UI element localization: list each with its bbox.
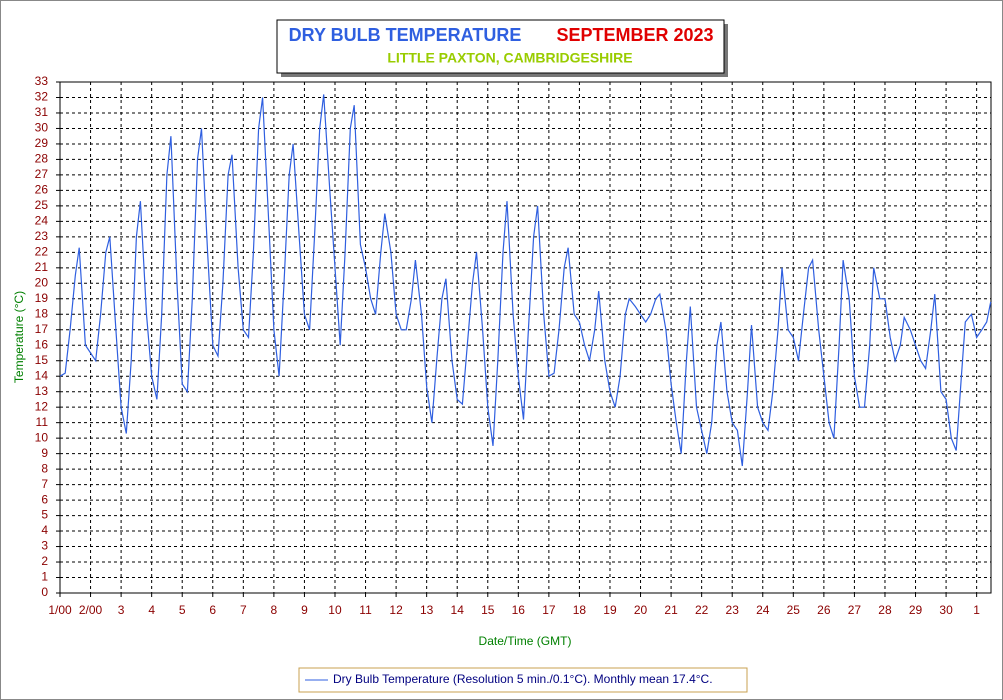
y-tick-label: 7: [41, 477, 48, 491]
y-tick-label: 13: [35, 384, 49, 398]
y-tick-label: 4: [41, 523, 48, 537]
x-tick-label: 13: [420, 603, 434, 617]
y-tick-label: 28: [35, 152, 49, 166]
temperature-line: [59, 94, 992, 467]
x-tick-label: 27: [848, 603, 862, 617]
x-tick-label: 26: [817, 603, 831, 617]
x-tick-label: 9: [301, 603, 308, 617]
y-tick-label: 2: [41, 554, 48, 568]
x-tick-label: 25: [787, 603, 801, 617]
y-tick-label: 18: [35, 306, 49, 320]
x-tick-label: 10: [328, 603, 342, 617]
y-tick-label: 19: [35, 291, 49, 305]
x-tick-label: 4: [148, 603, 155, 617]
y-tick-label: 0: [41, 585, 48, 599]
y-axis-label: Temperature (°C): [12, 291, 26, 383]
legend-box: [298, 667, 748, 693]
y-tick-label: 17: [35, 322, 49, 336]
y-tick-label: 32: [35, 90, 49, 104]
x-tick-label: 29: [909, 603, 923, 617]
y-tick-label: 24: [35, 214, 49, 228]
x-tick-label: 1: [973, 603, 980, 617]
y-tick-label: 29: [35, 136, 49, 150]
y-tick-label: 33: [35, 74, 49, 88]
y-tick-label: 9: [41, 446, 48, 460]
x-tick-label: 17: [542, 603, 556, 617]
y-tick-label: 31: [35, 105, 49, 119]
y-tick-label: 20: [35, 275, 49, 289]
legend-label: Dry Bulb Temperature (Resolution 5 min./…: [333, 672, 713, 686]
x-tick-label: 22: [695, 603, 709, 617]
y-tick-label: 1: [41, 570, 48, 584]
y-tick-label: 6: [41, 492, 48, 506]
y-tick-label: 12: [35, 399, 49, 413]
y-tick-label: 14: [35, 368, 49, 382]
y-tick-label: 23: [35, 229, 49, 243]
y-tick-label: 15: [35, 353, 49, 367]
x-tick-label: 6: [209, 603, 216, 617]
x-tick-label: 1/00: [48, 603, 72, 617]
x-tick-label: 20: [634, 603, 648, 617]
y-tick-label: 27: [35, 167, 49, 181]
x-tick-label: 19: [603, 603, 617, 617]
x-tick-label: 21: [664, 603, 678, 617]
y-tick-label: 8: [41, 461, 48, 475]
x-tick-label: 3: [118, 603, 125, 617]
chart-title: DRY BULB TEMPERATURE: [289, 25, 522, 45]
x-tick-label: 7: [240, 603, 247, 617]
y-tick-label: 10: [35, 430, 49, 444]
x-tick-label: 23: [726, 603, 740, 617]
y-tick-label: 5: [41, 508, 48, 522]
y-tick-label: 11: [36, 415, 49, 429]
x-tick-label: 5: [179, 603, 186, 617]
y-tick-label: 22: [35, 245, 49, 259]
x-tick-label: 18: [573, 603, 587, 617]
y-tick-label: 25: [35, 198, 49, 212]
x-tick-label: 8: [271, 603, 278, 617]
x-tick-label: 2/00: [79, 603, 103, 617]
x-tick-label: 30: [939, 603, 953, 617]
plot-area: [59, 81, 992, 594]
y-tick-label: 3: [41, 539, 48, 553]
chart-title-period: SEPTEMBER 2023: [556, 25, 713, 45]
x-tick-label: 15: [481, 603, 495, 617]
x-tick-label: 14: [451, 603, 465, 617]
x-tick-label: 12: [389, 603, 403, 617]
x-tick-label: 16: [512, 603, 526, 617]
y-tick-label: 26: [35, 183, 49, 197]
x-tick-label: 24: [756, 603, 770, 617]
y-tick-label: 30: [35, 121, 49, 135]
chart-subtitle: LITTLE PAXTON, CAMBRIDGESHIRE: [387, 50, 632, 66]
title-box: [276, 19, 725, 74]
y-tick-label: 16: [35, 337, 49, 351]
x-axis-label: Date/Time (GMT): [479, 634, 572, 648]
y-tick-label: 21: [35, 260, 49, 274]
x-tick-label: 11: [359, 603, 372, 617]
x-tick-label: 28: [878, 603, 892, 617]
